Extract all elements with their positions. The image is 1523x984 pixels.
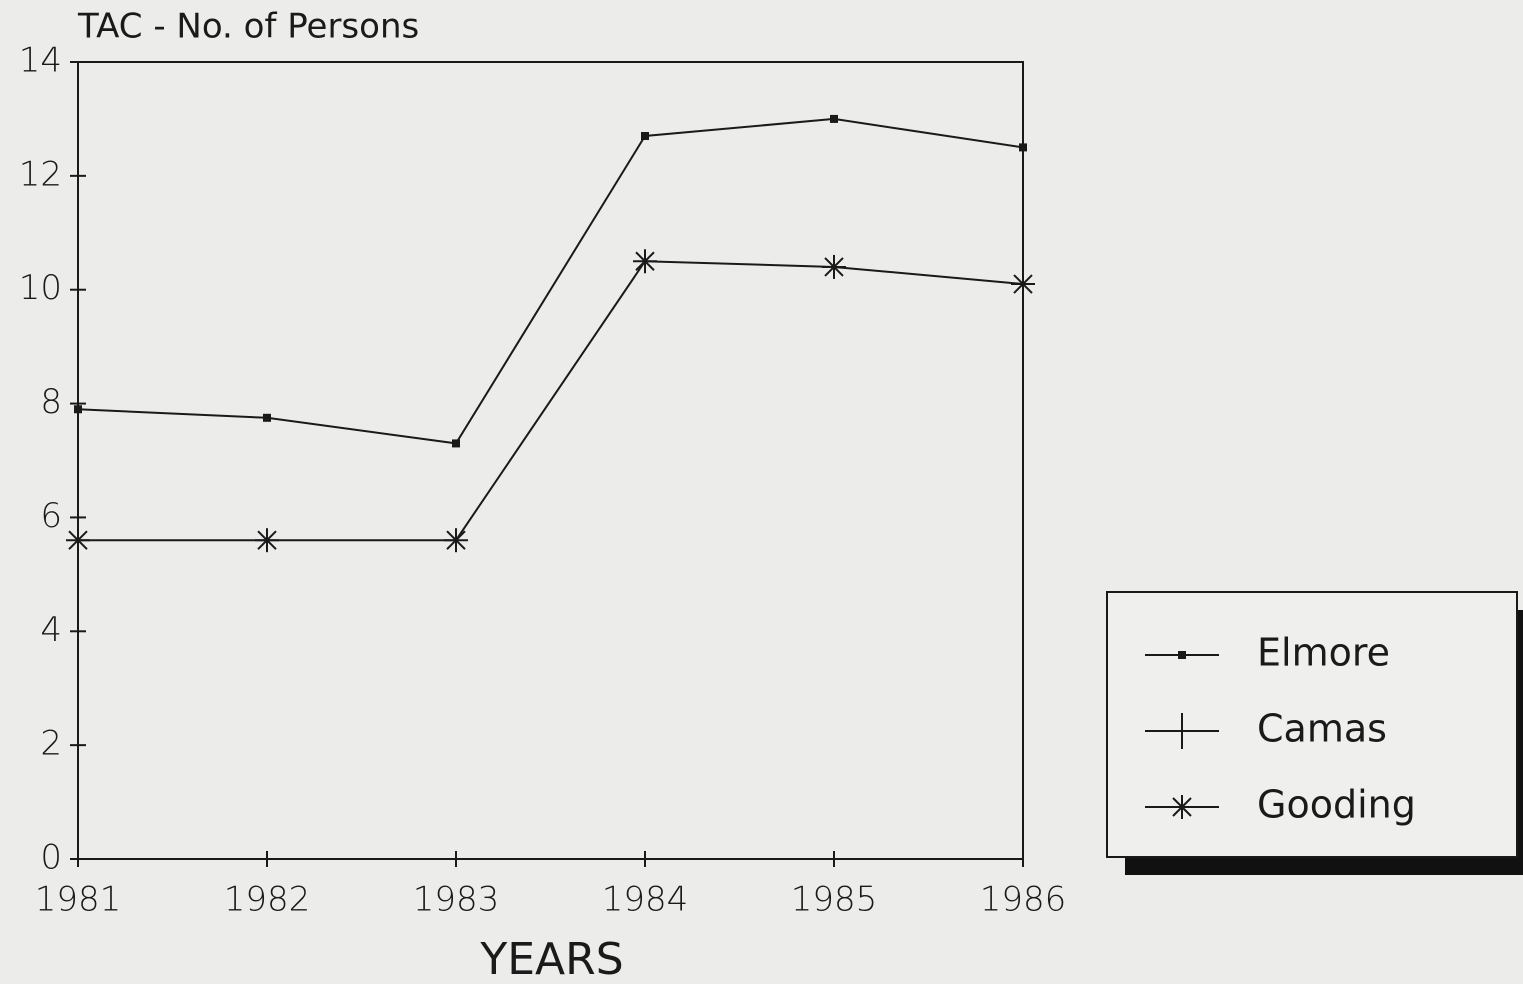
- marker-square: [1178, 651, 1186, 659]
- marker-square: [74, 405, 82, 414]
- marker-stroke: [1013, 274, 1033, 294]
- y-tick-label: 2: [40, 724, 62, 764]
- series-line: [77, 117, 1024, 445]
- y-tick-label: 8: [40, 382, 62, 422]
- data-point: [255, 528, 279, 553]
- y-tick-label: 10: [19, 268, 62, 308]
- x-tick-label: 1986: [980, 880, 1067, 920]
- data-point: [66, 528, 90, 553]
- data-point: [444, 528, 468, 553]
- marker-square: [1019, 143, 1027, 152]
- plot-frame: [77, 61, 1024, 860]
- marker-stroke: [1172, 797, 1192, 817]
- data-point: [263, 413, 271, 422]
- x-tick-label: 1982: [224, 880, 311, 920]
- x-tick-label: 1984: [602, 880, 689, 920]
- marker-square: [830, 114, 838, 123]
- data-point: [452, 439, 460, 448]
- data-point: [641, 132, 649, 141]
- legend-marker: [1170, 795, 1194, 819]
- marker-stroke: [635, 251, 655, 271]
- x-axis-label: YEARS: [479, 934, 623, 984]
- data-point: [830, 114, 838, 123]
- data-point: [1011, 272, 1035, 297]
- y-tick-label: 14: [19, 41, 62, 81]
- legend-label: Camas: [1257, 707, 1387, 751]
- data-point: [1019, 143, 1027, 152]
- legend-marker: [1178, 651, 1186, 659]
- x-tick-label: 1981: [35, 880, 122, 920]
- legend-label: Elmore: [1257, 631, 1390, 675]
- marker-stroke: [446, 530, 466, 550]
- y-tick-label: 12: [19, 154, 62, 194]
- marker-stroke: [824, 257, 844, 277]
- chart-title: TAC - No. of Persons: [77, 7, 419, 47]
- data-point: [74, 405, 82, 414]
- data-point: [822, 254, 846, 279]
- marker-stroke: [68, 530, 88, 550]
- marker-square: [263, 413, 271, 422]
- legend-marker: [1164, 713, 1200, 749]
- x-tick-label: 1983: [413, 880, 500, 920]
- marker-square: [452, 439, 460, 448]
- marker-stroke: [257, 530, 277, 550]
- data-point: [633, 249, 657, 274]
- marker-square: [641, 132, 649, 141]
- y-tick-label: 4: [40, 610, 62, 650]
- y-tick-label: 0: [40, 838, 62, 878]
- series-line: [78, 260, 1024, 542]
- y-tick-label: 6: [40, 496, 62, 536]
- legend-label: Gooding: [1257, 783, 1416, 827]
- x-tick-label: 1985: [791, 880, 878, 920]
